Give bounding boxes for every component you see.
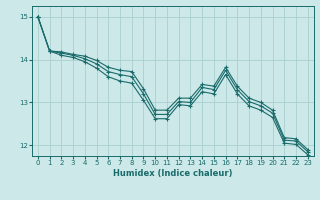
X-axis label: Humidex (Indice chaleur): Humidex (Indice chaleur): [113, 169, 233, 178]
